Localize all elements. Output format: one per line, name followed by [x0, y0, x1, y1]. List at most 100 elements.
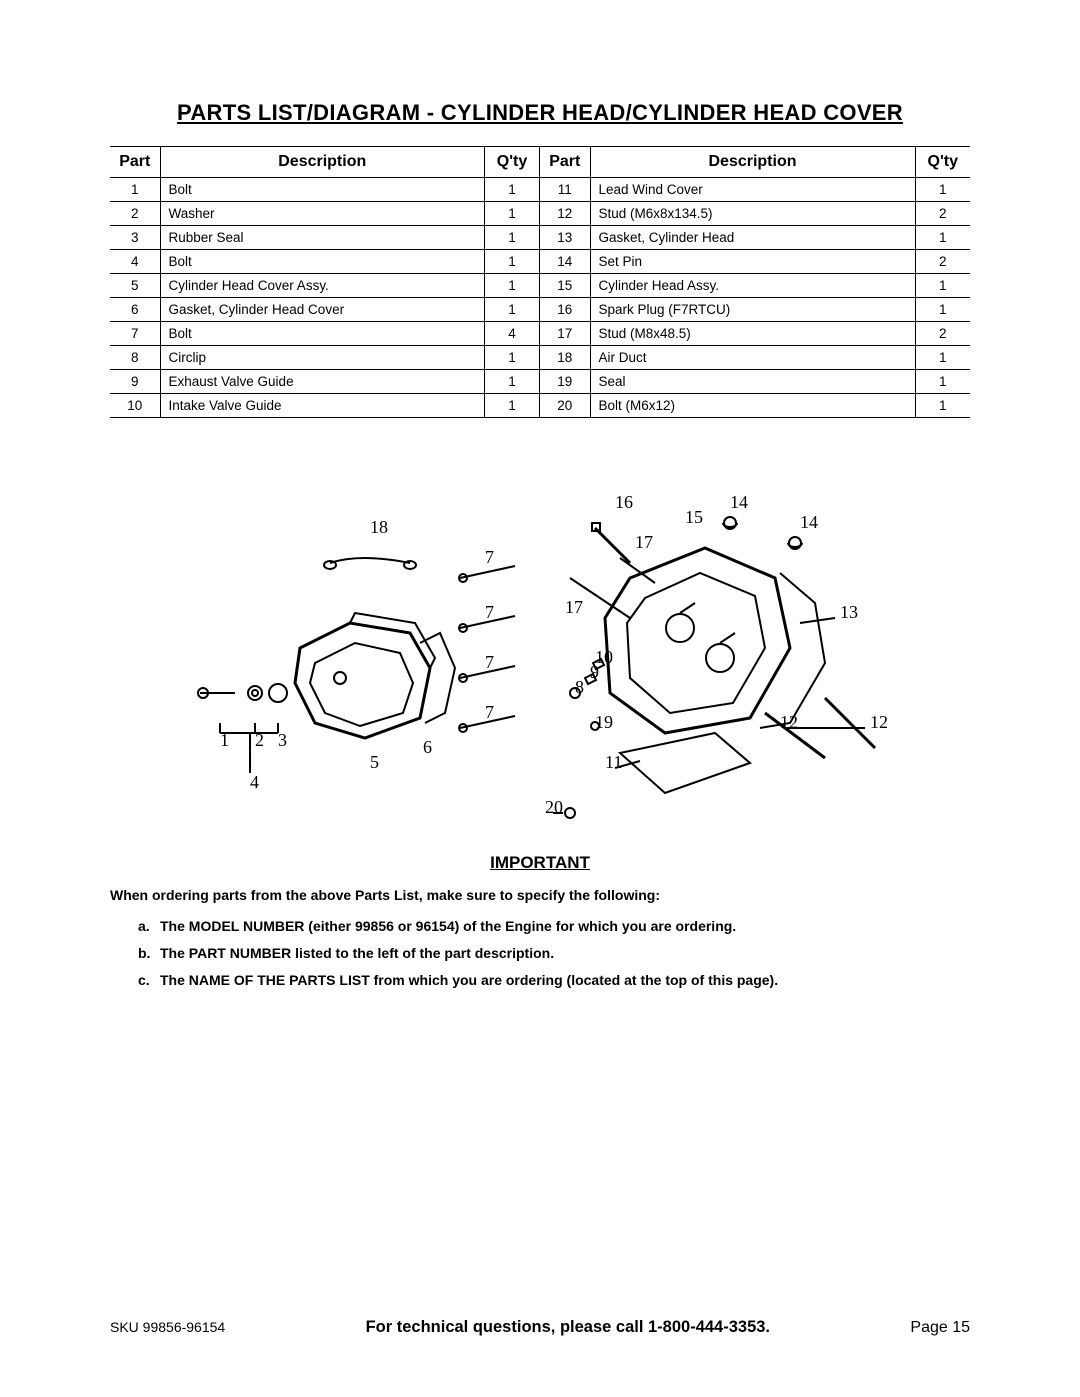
table-row: 7Bolt4 [110, 322, 540, 346]
header-qty: Q'ty [915, 147, 970, 178]
page-title: PARTS LIST/DIAGRAM - CYLINDER HEAD/CYLIN… [110, 100, 970, 126]
cell-qty: 1 [915, 394, 970, 418]
cell-desc: Seal [590, 370, 915, 394]
diagram-label: 6 [423, 737, 432, 757]
cell-part: 13 [540, 226, 590, 250]
cell-qty: 1 [915, 298, 970, 322]
cell-desc: Gasket, Cylinder Head [590, 226, 915, 250]
page-footer: SKU 99856-96154 For technical questions,… [110, 1318, 970, 1337]
table-row: 9Exhaust Valve Guide1 [110, 370, 540, 394]
item-text: The MODEL NUMBER (either 99856 or 96154)… [160, 918, 736, 934]
header-desc: Description [590, 147, 915, 178]
diagram-label: 19 [595, 712, 613, 732]
cell-desc: Washer [160, 202, 485, 226]
diagram-label: 7 [485, 602, 494, 622]
diagram-label: 11 [605, 752, 622, 772]
diagram-label: 17 [565, 597, 583, 617]
diagram-label: 1 [220, 730, 229, 750]
cell-qty: 4 [485, 322, 540, 346]
diagram-label: 20 [545, 797, 563, 817]
cell-qty: 1 [485, 370, 540, 394]
cell-part: 17 [540, 322, 590, 346]
footer-page: Page 15 [910, 1319, 970, 1337]
cell-part: 15 [540, 274, 590, 298]
table-row: 2Washer1 [110, 202, 540, 226]
cell-part: 18 [540, 346, 590, 370]
cell-part: 9 [110, 370, 160, 394]
important-item: b. The PART NUMBER listed to the left of … [138, 944, 970, 963]
footer-tech: For technical questions, please call 1-8… [366, 1318, 770, 1337]
cell-part: 19 [540, 370, 590, 394]
cell-part: 6 [110, 298, 160, 322]
important-item: a. The MODEL NUMBER (either 99856 or 9615… [138, 917, 970, 936]
cell-qty: 1 [485, 226, 540, 250]
cell-desc: Bolt [160, 178, 485, 202]
diagram-label: 4 [250, 772, 259, 792]
table-row: 12Stud (M6x8x134.5)2 [540, 202, 970, 226]
cell-part: 3 [110, 226, 160, 250]
cell-part: 20 [540, 394, 590, 418]
diagram-label: 5 [370, 752, 379, 772]
table-row: 19Seal1 [540, 370, 970, 394]
cell-qty: 1 [915, 178, 970, 202]
important-intro: When ordering parts from the above Parts… [110, 887, 970, 903]
cell-desc: Cylinder Head Assy. [590, 274, 915, 298]
cell-desc: Stud (M6x8x134.5) [590, 202, 915, 226]
diagram-label: 12 [780, 712, 798, 732]
header-qty: Q'ty [485, 147, 540, 178]
item-letter: a. [138, 917, 150, 936]
cell-desc: Circlip [160, 346, 485, 370]
cell-desc: Bolt [160, 322, 485, 346]
exploded-diagram: 1877771234561615141417171312121120891019 [110, 468, 970, 828]
cell-qty: 1 [485, 298, 540, 322]
cell-desc: Bolt [160, 250, 485, 274]
cell-qty: 1 [485, 346, 540, 370]
cell-qty: 2 [915, 202, 970, 226]
table-row: 16Spark Plug (F7RTCU)1 [540, 298, 970, 322]
parts-table-right: Part Description Q'ty 11Lead Wind Cover1… [540, 147, 970, 418]
item-letter: b. [138, 944, 150, 963]
cell-part: 4 [110, 250, 160, 274]
header-part: Part [110, 147, 160, 178]
parts-table-left: Part Description Q'ty 1Bolt12Washer13Rub… [110, 147, 540, 418]
cell-qty: 1 [915, 274, 970, 298]
item-text: The PART NUMBER listed to the left of th… [160, 945, 554, 961]
table-row: 15Cylinder Head Assy.1 [540, 274, 970, 298]
cell-part: 2 [110, 202, 160, 226]
cell-part: 8 [110, 346, 160, 370]
cell-qty: 1 [915, 346, 970, 370]
cell-part: 11 [540, 178, 590, 202]
important-item: c. The NAME OF THE PARTS LIST from which … [138, 971, 970, 990]
table-row: 1Bolt1 [110, 178, 540, 202]
table-row: 18Air Duct1 [540, 346, 970, 370]
cell-qty: 1 [485, 178, 540, 202]
cell-desc: Exhaust Valve Guide [160, 370, 485, 394]
diagram-label: 14 [800, 512, 818, 532]
cell-qty: 1 [485, 250, 540, 274]
footer-sku: SKU 99856-96154 [110, 1319, 225, 1335]
cell-part: 7 [110, 322, 160, 346]
item-text: The NAME OF THE PARTS LIST from which yo… [160, 972, 778, 988]
diagram-label: 18 [370, 517, 388, 537]
cell-qty: 1 [485, 274, 540, 298]
header-desc: Description [160, 147, 485, 178]
cell-desc: Lead Wind Cover [590, 178, 915, 202]
cell-qty: 1 [485, 202, 540, 226]
cell-part: 1 [110, 178, 160, 202]
cell-part: 12 [540, 202, 590, 226]
cell-part: 16 [540, 298, 590, 322]
important-heading: IMPORTANT [110, 853, 970, 873]
diagram-label: 14 [730, 492, 748, 512]
cell-part: 14 [540, 250, 590, 274]
cell-qty: 1 [915, 226, 970, 250]
cell-desc: Set Pin [590, 250, 915, 274]
table-row: 20Bolt (M6x12)1 [540, 394, 970, 418]
table-row: 13Gasket, Cylinder Head1 [540, 226, 970, 250]
diagram-label: 15 [685, 507, 703, 527]
diagram-label: 16 [615, 492, 633, 512]
cell-part: 5 [110, 274, 160, 298]
diagram-label: 13 [840, 602, 858, 622]
item-letter: c. [138, 971, 150, 990]
important-list: a. The MODEL NUMBER (either 99856 or 9615… [110, 917, 970, 990]
diagram-label: 2 [255, 730, 264, 750]
